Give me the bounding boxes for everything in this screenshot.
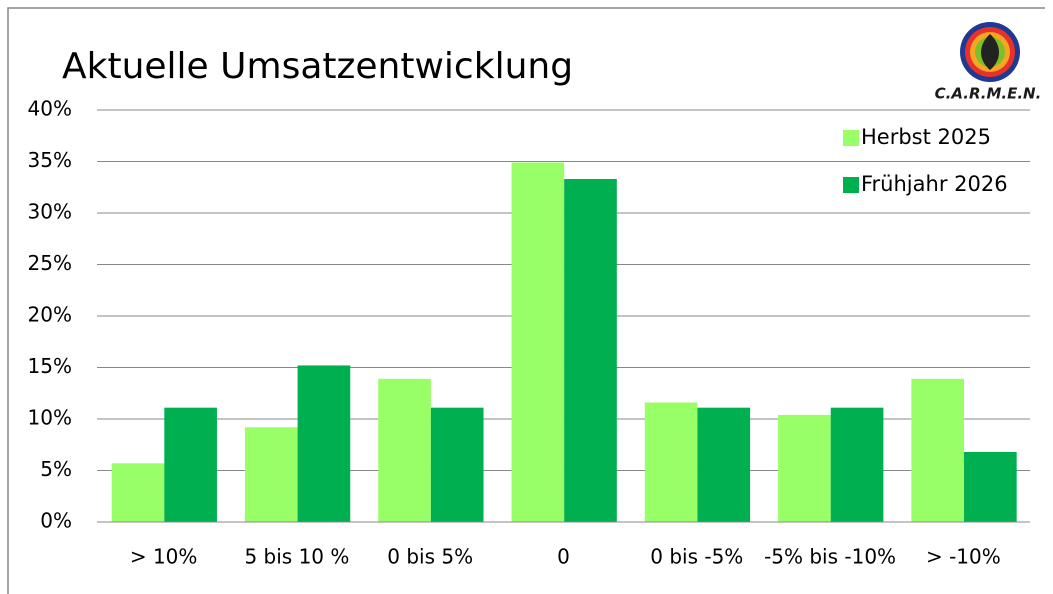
x-tick-label: > -10%	[926, 545, 1001, 569]
x-tick-label: 0 bis -5%	[650, 545, 743, 569]
y-tick-label: 0%	[40, 509, 72, 533]
bar	[244, 427, 298, 522]
y-tick-label: 35%	[28, 148, 72, 172]
y-tick-label: 15%	[28, 354, 72, 378]
y-tick-label: 5%	[40, 457, 72, 481]
legend-swatch	[843, 130, 859, 146]
bar	[911, 378, 965, 522]
bar	[644, 402, 698, 522]
bar	[697, 407, 751, 522]
legend-label: Frühjahr 2026	[861, 172, 1008, 196]
bar	[511, 162, 565, 522]
logo-text: C.A.R.M.E.N.	[935, 85, 1042, 103]
bar	[778, 414, 831, 522]
legend-label: Herbst 2025	[861, 125, 991, 149]
bar	[964, 451, 1017, 522]
x-tick-label: 5 bis 10 %	[244, 545, 349, 569]
x-tick-label: > 10%	[130, 545, 198, 569]
y-tick-label: 40%	[28, 97, 72, 121]
y-tick-label: 25%	[28, 251, 72, 275]
bar	[297, 365, 351, 522]
x-tick-label: 0	[557, 545, 570, 569]
x-tick-label: 0 bis 5%	[387, 545, 473, 569]
y-tick-label: 30%	[28, 200, 72, 224]
y-tick-label: 20%	[28, 303, 72, 327]
chart-title: Aktuelle Umsatzentwicklung	[62, 46, 573, 87]
y-tick-label: 10%	[28, 406, 72, 430]
x-tick-label: -5% bis -10%	[764, 545, 896, 569]
frame	[7, 7, 1045, 594]
bar	[111, 463, 165, 522]
bar	[564, 179, 617, 522]
legend-swatch	[843, 177, 859, 193]
bar	[378, 378, 431, 522]
bar	[830, 407, 884, 522]
bar	[430, 407, 484, 522]
bar	[164, 407, 217, 522]
logo-icon	[960, 22, 1020, 82]
